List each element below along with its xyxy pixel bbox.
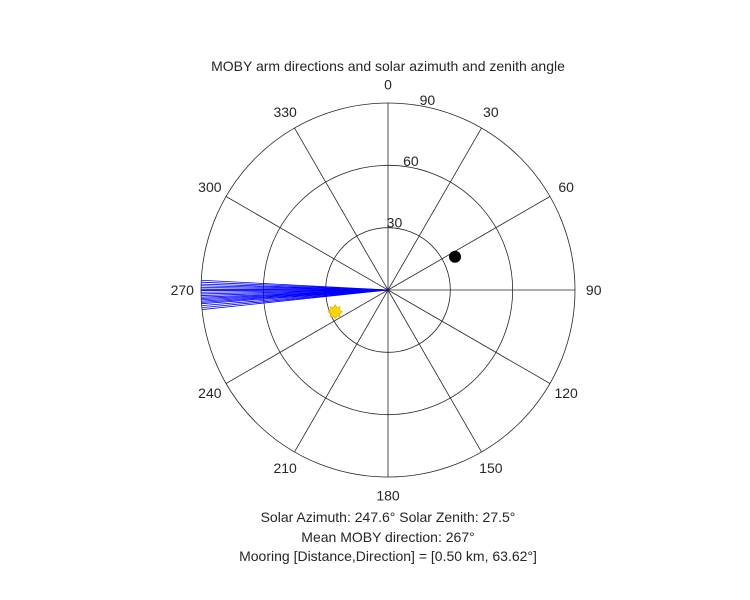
r-tick-label-60: 60	[403, 153, 419, 169]
mooring-annotation: Mooring [Distance,Direction] = [0.50 km,…	[239, 548, 537, 564]
mooring-marker	[449, 250, 462, 263]
theta-tick-label-30: 30	[483, 104, 499, 120]
data-layer	[200, 250, 462, 320]
theta-tick-label-150: 150	[479, 460, 503, 476]
spoke-30	[387, 127, 482, 291]
theta-tick-label-90: 90	[586, 282, 602, 298]
theta-tick-label-330: 330	[273, 104, 297, 120]
spoke-240	[225, 289, 389, 384]
theta-tick-label-300: 300	[198, 179, 222, 195]
theta-tick-label-270: 270	[171, 282, 195, 298]
tick-labels: 0 30 60 90 120 150 180 210 240 270 300 330 30 60 90	[171, 76, 602, 503]
spoke-210	[294, 289, 389, 453]
r-tick-label-30: 30	[387, 215, 403, 231]
theta-tick-label-180: 180	[376, 488, 400, 504]
spoke-300	[225, 196, 389, 291]
theta-tick-label-210: 210	[273, 460, 297, 476]
chart-title: MOBY arm directions and solar azimuth an…	[211, 58, 565, 74]
theta-tick-label-0: 0	[384, 76, 392, 92]
theta-tick-label-120: 120	[554, 385, 578, 401]
solar-annotation: Solar Azimuth: 247.6° Solar Zenith: 27.5…	[261, 509, 516, 525]
spoke-120	[387, 289, 551, 384]
r-tick-label-90: 90	[420, 92, 436, 108]
mean-direction-annotation: Mean MOBY direction: 267°	[301, 529, 474, 545]
spoke-150	[387, 289, 482, 453]
sun-marker	[327, 303, 343, 320]
theta-tick-label-60: 60	[558, 179, 574, 195]
spoke-60	[387, 196, 551, 291]
moby-arm-line-18	[201, 279, 389, 291]
theta-tick-label-240: 240	[198, 385, 222, 401]
spoke-330	[294, 127, 389, 291]
